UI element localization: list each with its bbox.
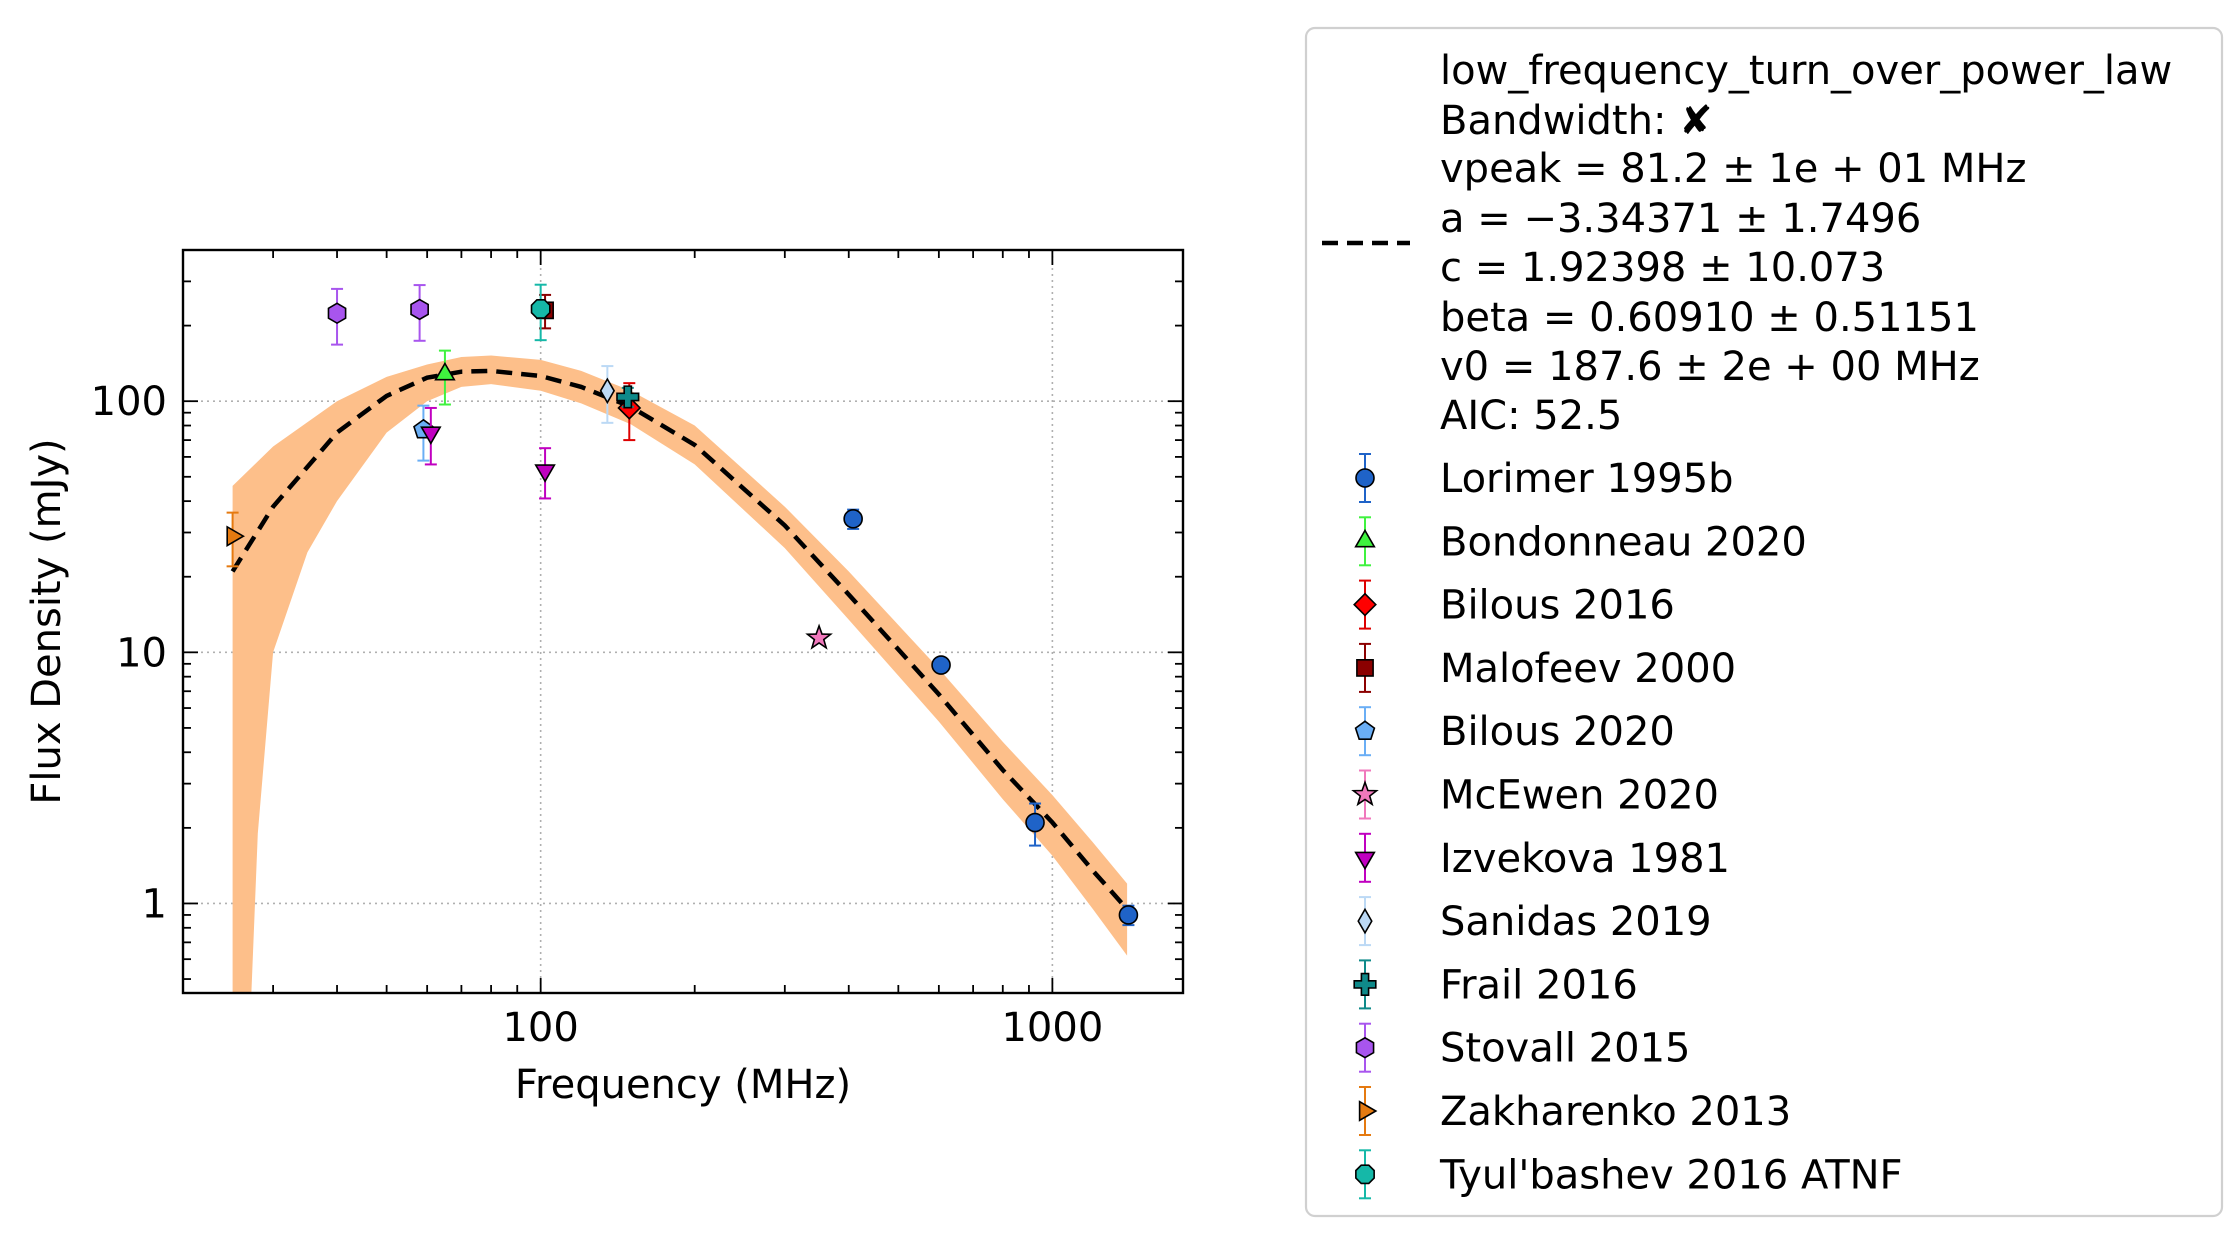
legend-marker (1356, 659, 1374, 677)
legend-marker (1353, 972, 1377, 997)
data-point (843, 509, 863, 529)
legend-entry-5: McEwen 2020 (1351, 769, 1719, 820)
legend-entry-3: Malofeev 2000 (1356, 642, 1736, 693)
legend-label: Sanidas 2019 (1440, 899, 1712, 945)
data-point (434, 361, 456, 381)
y-tick-label: 100 (91, 379, 167, 425)
legend-box (1304, 26, 2224, 1218)
legend-label: Zakharenko 2013 (1440, 1089, 1791, 1135)
legend-marker (1351, 779, 1379, 807)
data-point (616, 385, 640, 409)
plot-area: 100 1000 1 10 100 Frequency (MHz) Flux Density… (24, 248, 1185, 1108)
plot-content (183, 250, 1183, 993)
x-axis-label: Frequency (MHz) (515, 1062, 851, 1108)
x-tick-label: 1000 (1001, 1005, 1103, 1051)
legend-marker (1357, 907, 1373, 935)
legend-marker (1358, 1100, 1378, 1122)
legend-label: Stovall 2015 (1440, 1026, 1690, 1072)
series-5 (805, 623, 833, 650)
series-10 (226, 511, 245, 568)
legend-model-text: v0 = 187.6 ± 2e + 00 MHz (1440, 344, 1980, 390)
data-point (1118, 905, 1139, 925)
data-point (410, 298, 429, 321)
data-point (226, 525, 245, 547)
legend-model-text: low_frequency_turn_over_power_law (1440, 48, 2172, 94)
legend-model-text: a = −3.34371 ± 1.7496 (1440, 196, 1921, 242)
model-uncertainty-band (232, 355, 1128, 993)
legend-model-text: beta = 0.60910 ± 0.51151 (1440, 295, 1979, 341)
data-point (327, 302, 347, 325)
legend-label: Bilous 2016 (1440, 583, 1675, 629)
data-point (420, 426, 442, 445)
legend-entry-6: Izvekova 1981 (1354, 832, 1730, 883)
legend-entry-10: Zakharenko 2013 (1358, 1086, 1791, 1136)
legend-label: Malofeev 2000 (1440, 646, 1736, 692)
series-6 (420, 406, 556, 500)
data-point (931, 655, 951, 675)
y-tick-label: 1 (142, 881, 167, 927)
data-point (805, 623, 833, 650)
legend-label: Lorimer 1995b (1440, 456, 1734, 502)
legend-marker (1354, 851, 1376, 871)
legend-marker (1355, 468, 1375, 488)
legend-marker (1353, 592, 1377, 617)
legend-label: Bondonneau 2020 (1440, 519, 1807, 565)
legend-model-text: c = 1.92398 ± 10.073 (1440, 245, 1885, 291)
legend-entry-7: Sanidas 2019 (1357, 896, 1712, 947)
y-tick-label: 10 (116, 630, 167, 676)
legend-marker (1355, 1164, 1375, 1185)
x-tick-label: 100 (502, 1005, 578, 1051)
series-7 (599, 365, 616, 424)
legend-entry-9: Stovall 2015 (1355, 1022, 1690, 1073)
legend-entry-4: Bilous 2020 (1354, 706, 1675, 757)
legend-label: Frail 2016 (1440, 962, 1638, 1008)
legend-entry-11: Tyul'bashev 2016 ATNF (1355, 1149, 1903, 1200)
data-point (534, 464, 556, 483)
data-point (599, 377, 616, 405)
legend-entry-2: Bilous 2016 (1353, 579, 1675, 630)
data-point (530, 298, 551, 319)
legend-entry-0: Lorimer 1995b (1355, 453, 1734, 503)
legend-label: McEwen 2020 (1440, 773, 1719, 819)
legend-marker (1354, 528, 1376, 548)
legend: low_frequency_turn_over_power_lawBandwid… (1304, 26, 2224, 1218)
legend-entry-8: Frail 2016 (1353, 959, 1638, 1010)
legend-marker (1355, 1036, 1375, 1059)
legend-model-text: vpeak = 81.2 ± 1e + 01 MHz (1440, 146, 2027, 192)
legend-label: Tyul'bashev 2016 ATNF (1439, 1152, 1903, 1198)
legend-entry-1: Bondonneau 2020 (1354, 516, 1807, 567)
legend-marker (1354, 720, 1376, 741)
series-8 (616, 385, 640, 409)
data-point (1025, 812, 1045, 833)
series-9 (327, 284, 429, 346)
series-0 (843, 508, 1139, 927)
series-11 (530, 283, 551, 342)
legend-model-text: AIC: 52.5 (1440, 393, 1622, 439)
legend-label: Bilous 2020 (1440, 709, 1675, 755)
series-1 (434, 349, 456, 406)
legend-model-text: Bandwidth: ✘ (1440, 98, 1713, 144)
legend-label: Izvekova 1981 (1440, 836, 1730, 882)
axes-frame (181, 248, 1185, 995)
y-axis-label: Flux Density (mJy) (24, 438, 70, 804)
